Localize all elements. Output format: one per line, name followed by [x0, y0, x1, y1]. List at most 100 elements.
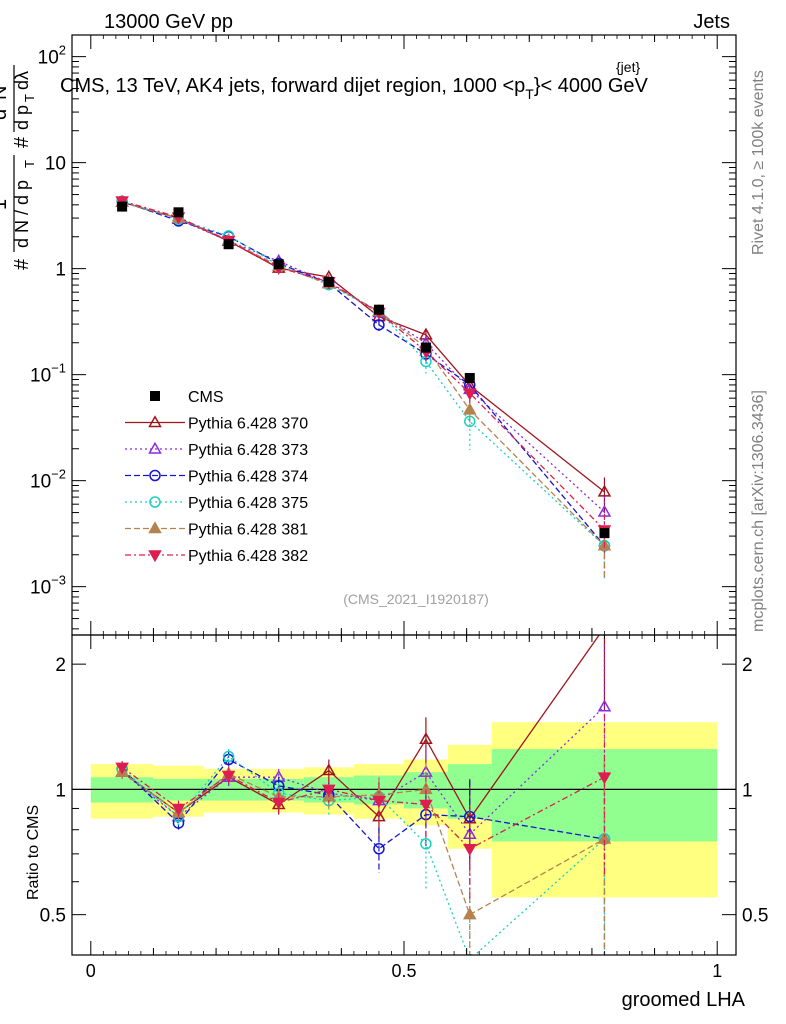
svg-text:d p: d p — [12, 105, 32, 130]
cms-point — [323, 276, 334, 287]
legend-marker — [148, 550, 162, 563]
series-line — [121, 201, 605, 547]
plot-title-end: }< 4000 GeV — [534, 75, 649, 97]
main-plot-area — [115, 194, 612, 581]
y-tick-label-right: 0.5 — [742, 906, 768, 927]
legend-entry-4: Pythia 6.428 375 — [125, 495, 308, 512]
svg-text:CMS, 13 TeV, AK4 jets, forward: CMS, 13 TeV, AK4 jets, forward dijet reg… — [60, 75, 649, 102]
legend-label: Pythia 6.428 374 — [188, 469, 308, 486]
plot-title-main: CMS, 13 TeV, AK4 jets, forward dijet reg… — [60, 75, 525, 97]
plot-title-sub: T — [525, 86, 534, 102]
y-axis-label-ratio: Ratio to CMS — [25, 805, 42, 900]
cms-point — [464, 372, 475, 383]
y-axis-ticks-ratio: 0.5 0.5 1 1 2 2 — [40, 655, 768, 956]
y-tick-label: 102 — [38, 43, 66, 69]
plot-title: CMS, 13 TeV, AK4 jets, forward dijet reg… — [60, 59, 649, 102]
x-axis-ticks: 0 0.5 1 — [86, 35, 722, 981]
legend-entry-1: Pythia 6.428 370 — [125, 415, 308, 433]
y-tick-label: 10−2 — [30, 467, 66, 493]
legend-entry-5: Pythia 6.428 381 — [125, 521, 308, 539]
ratio-point — [419, 799, 433, 812]
y-tick-label-left: 0.5 — [40, 906, 66, 927]
y-tick-label: 10−3 — [30, 573, 66, 599]
legend-marker — [150, 391, 160, 401]
y-tick-label-right: 2 — [742, 655, 753, 676]
legend-label: Pythia 6.428 375 — [188, 495, 308, 512]
ratio-point — [599, 622, 610, 632]
y-axis-label-main: # d N / d p T 1 # d p T dλ d 2 N — [0, 65, 37, 270]
svg-text:#: # — [11, 136, 33, 148]
cms-point — [117, 201, 128, 212]
legend-marker — [149, 469, 161, 482]
x-axis-label: groomed LHA — [622, 989, 746, 1011]
y-axis-ticks-main: 10−3 10−2 10−1 1 10 102 — [30, 43, 736, 630]
ratio-point — [419, 731, 433, 744]
data-point — [464, 415, 476, 428]
cms-point — [373, 304, 384, 315]
x-tick-label: 0.5 — [391, 961, 416, 981]
svg-text:T: T — [22, 94, 37, 102]
analysis-id: (CMS_2021_I1920187) — [343, 591, 489, 607]
y-tick-label: 1 — [55, 260, 66, 281]
ratio-point — [115, 762, 129, 775]
ratio-plot: 0 0.5 10.5 0.51 12 2 — [40, 35, 768, 981]
ratio-plot-area — [72, 622, 736, 955]
ratio-point — [221, 770, 236, 783]
data-point — [462, 388, 477, 401]
ratio-point — [420, 838, 432, 850]
legend-entry-3: Pythia 6.428 374 — [125, 469, 308, 486]
legend-marker — [148, 521, 162, 534]
legend-label: Pythia 6.428 370 — [188, 416, 308, 433]
svg-text:T: T — [22, 160, 37, 168]
ratio-point — [322, 784, 336, 797]
mcplots-credit: mcplots.cern.ch [arXiv:1306.3436] — [750, 390, 767, 632]
header-left: 13000 GeV pp — [104, 11, 233, 33]
series-line — [121, 201, 605, 513]
svg-text:d: d — [0, 109, 11, 120]
data-point — [597, 484, 612, 497]
ratio-point — [271, 797, 286, 810]
x-tick-label: 1 — [712, 961, 722, 981]
legend-marker — [149, 496, 161, 508]
cms-point — [273, 259, 284, 270]
svg-text:N: N — [0, 86, 11, 100]
legend-entry-cms: CMS — [150, 389, 224, 406]
ratio-point — [597, 772, 612, 785]
ratio-point — [372, 795, 386, 808]
legend-label: Pythia 6.428 373 — [188, 442, 308, 459]
y-tick-label: 10−1 — [30, 361, 66, 387]
header-right: Jets — [693, 11, 730, 33]
series-ratio-6 — [115, 713, 612, 901]
legend-marker — [148, 415, 162, 428]
legend-entry-6: Pythia 6.428 382 — [125, 548, 308, 565]
main-plot: 10−3 10−2 10−1 1 10 102 — [30, 43, 736, 630]
svg-text:dλ: dλ — [12, 71, 32, 90]
svg-text:1: 1 — [0, 199, 11, 210]
ratio-point — [462, 907, 477, 920]
rivet-version: Rivet 4.1.0, ≥ 100k events — [750, 70, 767, 255]
series-line — [121, 200, 605, 531]
ratio-point — [466, 953, 474, 955]
ratio-frame — [71, 634, 737, 956]
series-main-1 — [115, 194, 612, 513]
cms-point — [599, 528, 610, 539]
plot-title-sup: {jet} — [616, 59, 640, 75]
y-tick-label-left: 1 — [55, 780, 66, 801]
ratio-point — [322, 763, 336, 776]
legend: CMS Pythia 6.428 370 Pythia 6.428 373 Pythi… — [125, 389, 308, 565]
main-frame — [71, 34, 737, 636]
data-point — [462, 402, 477, 415]
x-tick-label: 0 — [86, 961, 96, 981]
ratio-point — [171, 803, 186, 816]
legend-label: CMS — [188, 389, 224, 406]
ratio-point — [597, 699, 612, 712]
legend-label: Pythia 6.428 381 — [188, 522, 308, 539]
svg-text:d N / d p: d N / d p — [12, 180, 32, 248]
y-tick-label-right: 1 — [742, 780, 753, 801]
cms-point — [223, 239, 234, 250]
ratio-point — [462, 844, 477, 857]
ratio-point — [222, 750, 235, 763]
series-main-cms — [117, 201, 610, 539]
legend-marker — [148, 441, 162, 454]
